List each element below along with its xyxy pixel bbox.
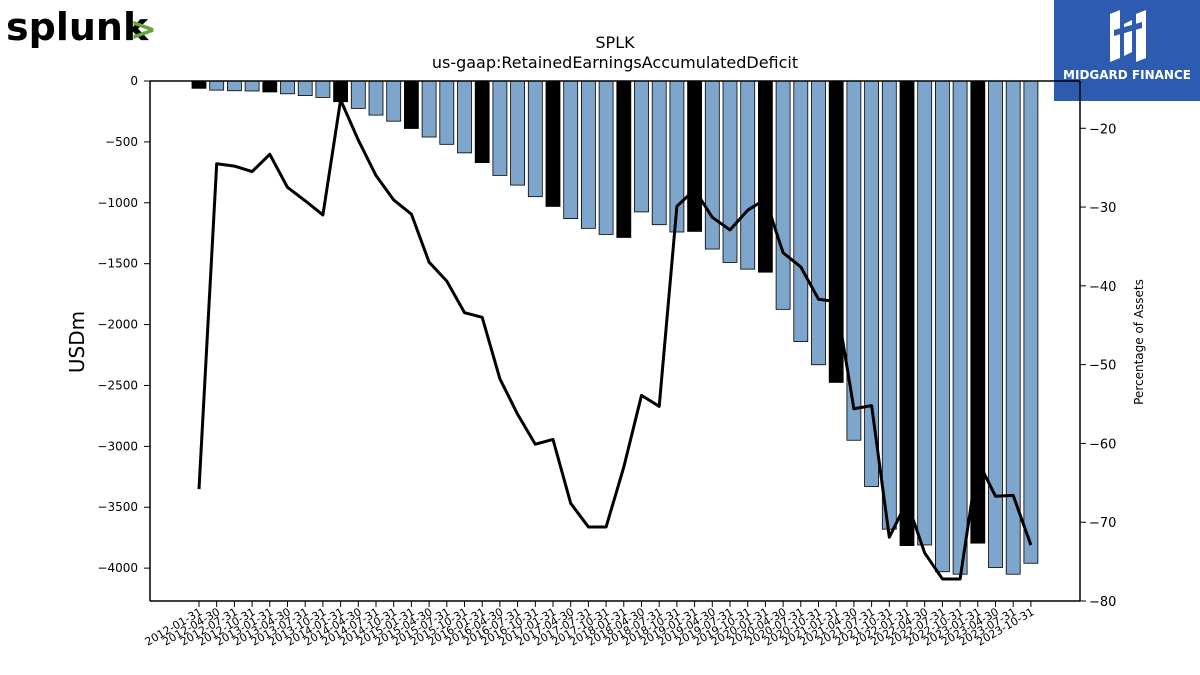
splunk-logo: splunk > [6, 5, 157, 49]
bar [244, 80, 260, 92]
chart-subtitle: us-gaap:RetainedEarningsAccumulatedDefic… [432, 53, 798, 72]
y2-tick-label: −60 [1089, 437, 1116, 452]
midgard-logo-text: MIDGARD FINANCE [1063, 68, 1191, 82]
bar [368, 80, 384, 116]
bar [899, 80, 915, 546]
splunk-logo-chevron: > [130, 10, 157, 48]
y-tick-label: −3000 [97, 439, 138, 453]
y2-tick-label: −80 [1089, 595, 1116, 610]
y2-tick-label: −20 [1089, 122, 1116, 137]
y-tick-label: −2000 [97, 318, 138, 332]
bar [439, 80, 455, 145]
bar [226, 80, 242, 92]
bar [935, 80, 950, 573]
bar [510, 80, 526, 186]
bar [758, 80, 773, 273]
y-tick-label: −1500 [97, 257, 138, 271]
bar [881, 80, 897, 530]
bar [687, 80, 702, 232]
chart-title: SPLK [595, 33, 635, 52]
bar [581, 80, 596, 229]
y-tick-label: −2500 [97, 378, 138, 392]
y2-tick-label: −50 [1089, 359, 1116, 374]
bar [634, 80, 649, 213]
y2-tick-label: −40 [1089, 280, 1116, 295]
bar [315, 80, 331, 98]
y2-tick-label: −30 [1089, 201, 1116, 216]
bar [527, 80, 543, 198]
bar [209, 80, 225, 91]
bar [722, 80, 738, 263]
line-series [197, 98, 1033, 581]
y2-axis-label: Percentage of Assets [1132, 279, 1146, 405]
bar [563, 80, 579, 220]
bar [262, 80, 278, 93]
bar-series [191, 80, 1039, 575]
axes: 0 −500 −1000 −1500 −2000 −2500 −3000 −3500 −4000… [97, 74, 1116, 649]
bar [386, 80, 402, 122]
bar [191, 80, 207, 89]
bar [793, 80, 809, 343]
bar [474, 80, 490, 163]
bar [403, 80, 419, 129]
bar [651, 80, 667, 226]
bar [492, 80, 508, 176]
bar [917, 80, 933, 546]
bar [421, 80, 437, 138]
y-tick-label: −3500 [97, 500, 138, 514]
bar [775, 80, 791, 310]
y-tick-label: 0 [130, 74, 138, 88]
bar [297, 80, 313, 97]
y-tick-label: −4000 [97, 561, 138, 575]
bar [545, 80, 561, 207]
bar [864, 80, 879, 487]
y-tick-label: −500 [105, 135, 138, 149]
midgard-finance-logo: MIDGARD FINANCE [1054, 0, 1200, 101]
bar [1005, 80, 1021, 575]
bar [457, 80, 472, 154]
bar [1023, 80, 1039, 564]
bar [740, 80, 756, 270]
splunk-logo-text: splunk [6, 5, 149, 49]
y-tick-label: −1000 [97, 196, 138, 210]
y2-tick-label: −70 [1089, 516, 1116, 531]
bar [704, 80, 720, 250]
bar [280, 80, 295, 95]
bar [350, 80, 366, 109]
bar [598, 80, 614, 235]
bar [952, 80, 968, 575]
bar [811, 80, 826, 366]
midgard-logo-mark-icon [1110, 10, 1146, 62]
y-axis-label: USDm [65, 311, 89, 373]
bar [616, 80, 632, 238]
percentage-line [197, 98, 1033, 581]
